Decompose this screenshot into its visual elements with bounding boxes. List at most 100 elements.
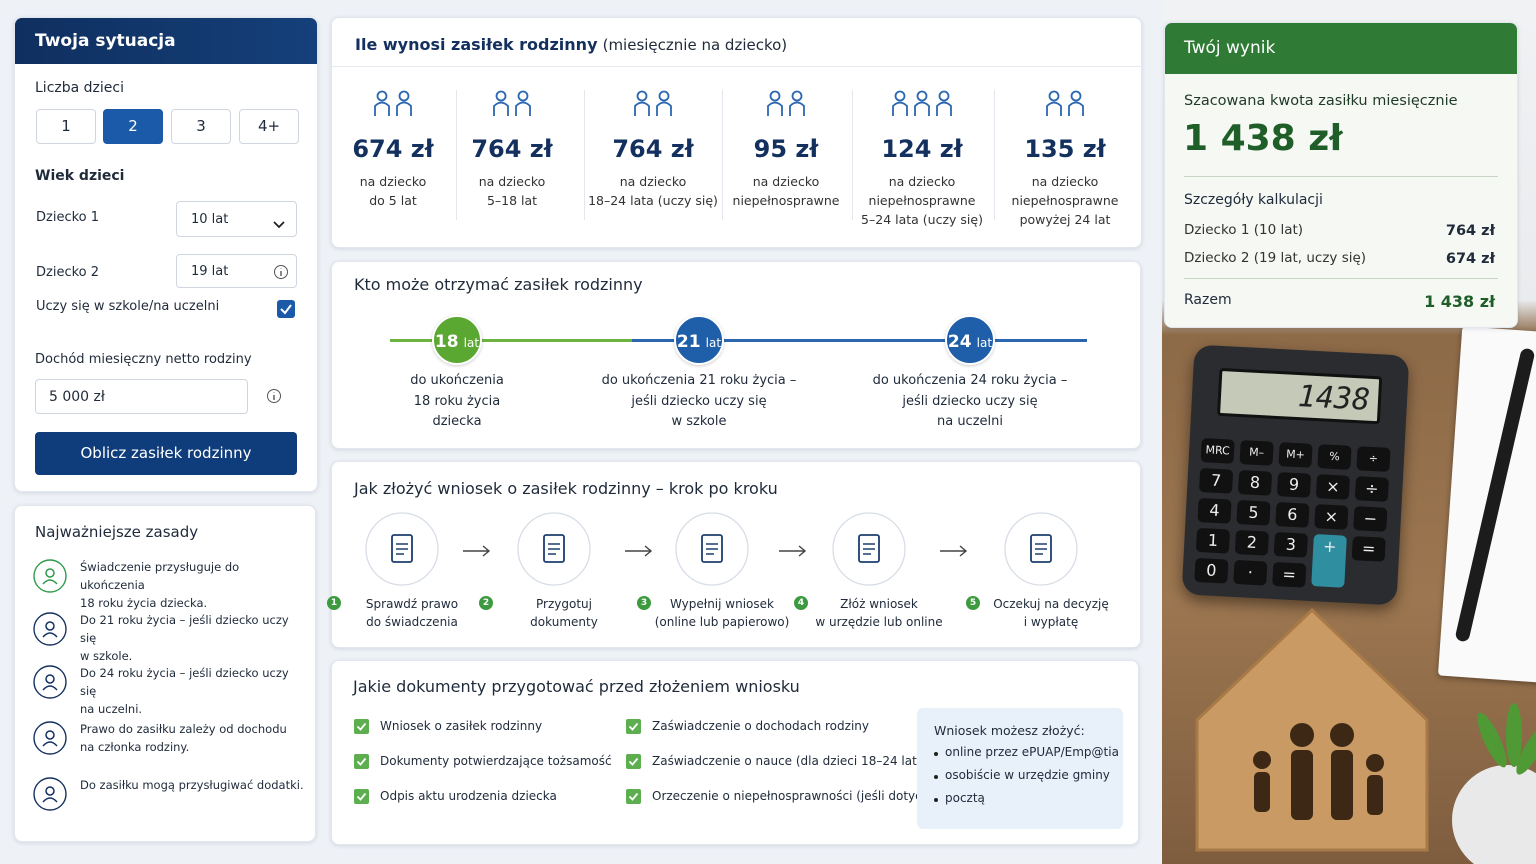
- input-value: 5 000 zł: [49, 389, 105, 405]
- card-title: Najważniejsze zasady: [35, 523, 199, 541]
- people-icon-svg: [892, 90, 952, 116]
- divider: [332, 66, 1143, 67]
- label: Uczy się w szkole/na uczelni: [36, 299, 220, 314]
- milestone-text: do ukończenia 18 roku życia dziecka: [347, 371, 567, 433]
- check-icon-svg: [626, 754, 641, 769]
- step-text-line: i wypłatę: [1023, 615, 1079, 629]
- calculator-key: −: [1353, 506, 1388, 532]
- step-icon-svg: [365, 512, 439, 586]
- label: Dochód miesięczny netto rodziny: [35, 352, 252, 367]
- age-badge: 24 lat: [945, 315, 995, 365]
- column-divider: [852, 90, 853, 220]
- milestone-text-line: jeśli dziecko uczy się: [902, 393, 1038, 409]
- amount-desc-line: na dziecko: [478, 174, 546, 189]
- chevron: [273, 215, 285, 234]
- eligibility-card: Kto może otrzymać zasiłek rodzinny 18 lat…: [331, 261, 1141, 449]
- milestone-text-line: w szkole: [671, 414, 727, 429]
- option-button[interactable]: 4+: [239, 109, 299, 144]
- rule-icon: [33, 721, 67, 759]
- input[interactable]: 19 lat: [176, 254, 297, 288]
- option-button[interactable]: 2: [103, 109, 163, 144]
- document-item: Orzeczenie o niepełnosprawności (jeśli d…: [652, 789, 940, 803]
- amount-desc-line: 18–24 lata (uczy się): [588, 193, 718, 208]
- step-number: 1: [327, 596, 341, 610]
- calculator-key: 5: [1236, 500, 1271, 526]
- amounts-card: Ile wynosi zasiłek rodzinny (miesięcznie…: [331, 17, 1143, 248]
- amount: 674 zł: [352, 135, 434, 163]
- milestone-text-line: do ukończenia: [410, 373, 504, 388]
- submit-button[interactable]: Oblicz zasiłek rodzinny: [35, 432, 297, 475]
- badge-text: 24 lat: [947, 317, 993, 368]
- input[interactable]: 5 000 zł: [35, 379, 248, 414]
- milestone-text-line: na uczelni: [936, 414, 1003, 429]
- people-icon-svg: [1046, 90, 1084, 116]
- rule-text: Prawo do zasiłku zależy od dochodu na czł…: [80, 720, 305, 756]
- select[interactable]: 10 lat: [176, 201, 297, 237]
- box-item: osobiście w urzędzie gminy: [945, 768, 1110, 782]
- calculator-display: 1438: [1216, 367, 1383, 425]
- card-title: Twój wynik: [1184, 38, 1276, 58]
- calculator-key: 0: [1194, 557, 1229, 584]
- amount: 124 zł: [881, 135, 963, 163]
- calculator-key: ÷: [1354, 476, 1389, 502]
- badge-text: 18 lat: [434, 317, 480, 368]
- divider: [1184, 278, 1498, 279]
- option-button[interactable]: 1: [36, 109, 96, 144]
- calculator-key: MRC: [1200, 438, 1235, 464]
- step-number: 5: [966, 596, 980, 610]
- plant-svg: [1452, 703, 1536, 864]
- check-icon: [626, 719, 641, 738]
- option-button[interactable]: 3: [171, 109, 231, 144]
- calculator-key: ·: [1233, 559, 1268, 586]
- column-divider: [456, 90, 457, 220]
- steps-card: Jak złożyć wniosek o zasiłek rodzinny – …: [327, 461, 1141, 648]
- step-arrow: [940, 543, 968, 562]
- display-text: 1438: [1296, 379, 1371, 418]
- step-text: Oczekuj na decyzję i wypłatę: [976, 595, 1126, 631]
- amount: 95 zł: [753, 135, 819, 163]
- plant: [1452, 700, 1536, 864]
- checkbox[interactable]: [277, 300, 295, 322]
- timeline-blue: [632, 339, 1087, 342]
- rule-icon: [33, 777, 67, 815]
- badge-age: 18: [434, 332, 459, 352]
- step-icon-svg: [1004, 512, 1078, 586]
- people-icon: [490, 90, 534, 124]
- step-text-line: (online lub papierowo): [654, 615, 790, 629]
- step-number: 4: [794, 596, 808, 610]
- calculator-key: %: [1317, 444, 1352, 470]
- rule-text-line: Świadczenie przysługuje do ukończenia: [80, 560, 240, 592]
- amount: 764 zł: [612, 135, 694, 163]
- step-arrow-svg: [940, 545, 968, 557]
- card-title: Twoja sytuacja: [35, 31, 176, 51]
- label: Dziecko 1: [36, 210, 100, 225]
- amount-desc-line: na dziecko: [888, 174, 956, 189]
- bullet: [934, 775, 938, 779]
- divider: [1184, 176, 1498, 177]
- rule-text-line: 18 roku życia dziecka.: [80, 596, 208, 610]
- check-icon: [626, 789, 641, 808]
- step-arrow-svg: [463, 545, 491, 557]
- rule-text: Do zasiłku mogą przysługiwać dodatki.: [80, 776, 305, 794]
- info-box: Wniosek możesz złożyć: online przez ePUAP…: [917, 708, 1123, 829]
- calculator-key: ×: [1314, 504, 1349, 530]
- detail-value: 764 zł: [1445, 223, 1495, 239]
- card-title: Kto może otrzymać zasiłek rodzinny: [354, 275, 643, 294]
- rule-icon-svg: [33, 721, 67, 755]
- document-item: Zaświadczenie o nauce (dla dzieci 18–24 …: [652, 754, 929, 768]
- result-card: Twój wynik Szacowana kwota zasiłku miesię…: [1164, 22, 1518, 328]
- card-title: Ile wynosi zasiłek rodzinny: [355, 35, 598, 54]
- step-icon: [364, 511, 440, 591]
- sum-label: Razem: [1184, 292, 1232, 308]
- amount: 135 zł: [1024, 135, 1106, 163]
- card-title: Jak złożyć wniosek o zasiłek rodzinny – …: [354, 479, 778, 498]
- document-item: Wniosek o zasiłek rodzinny: [380, 719, 543, 733]
- step-text-line: Wypełnij wniosek: [670, 597, 774, 611]
- rule-text-line: w szkole.: [80, 649, 133, 663]
- step-text-line: w urzędzie lub online: [815, 615, 943, 629]
- column-divider: [584, 90, 585, 220]
- calculator-key: 3: [1273, 532, 1308, 558]
- milestone-text-line: 18 roku życia: [413, 393, 501, 409]
- document-item: Odpis aktu urodzenia dziecka: [380, 789, 557, 803]
- rule-text: Do 24 roku życia – jeśli dziecko uczy si…: [80, 664, 305, 718]
